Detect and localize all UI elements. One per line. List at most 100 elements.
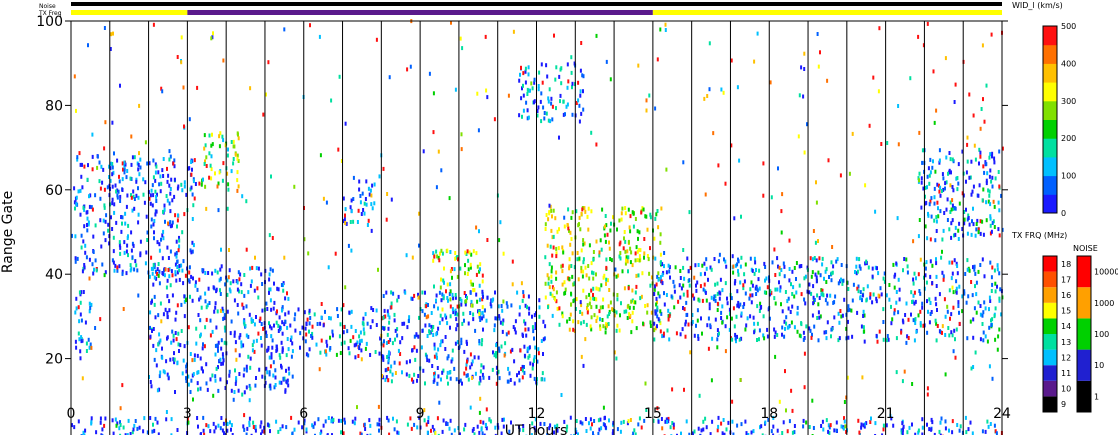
data-point (961, 149, 964, 154)
data-point (730, 296, 733, 301)
data-point (107, 222, 110, 227)
data-point (219, 308, 222, 313)
data-point (951, 157, 954, 162)
data-point (566, 424, 569, 429)
data-point (982, 338, 985, 343)
txfreq-bar-label: TX Freq (38, 10, 62, 17)
data-point (966, 135, 969, 140)
data-point (531, 366, 534, 371)
data-point (547, 305, 549, 310)
data-point (800, 65, 803, 70)
data-point (720, 316, 723, 320)
data-point (206, 387, 209, 392)
data-point (102, 167, 105, 172)
txfreq-colorbar-swatch (1043, 302, 1057, 319)
data-point (250, 279, 253, 284)
data-point (677, 299, 680, 304)
data-point (243, 390, 246, 395)
data-point (939, 185, 942, 190)
data-point (945, 180, 948, 185)
data-point (652, 418, 655, 423)
data-point (205, 423, 208, 428)
data-point (470, 299, 473, 304)
data-point (243, 322, 246, 327)
data-point (968, 175, 971, 180)
data-point (956, 176, 959, 180)
data-point (85, 341, 88, 346)
data-point (585, 429, 588, 433)
data-point (446, 370, 449, 375)
data-point (373, 182, 376, 187)
data-point (217, 181, 220, 186)
data-point (417, 374, 420, 378)
data-point (572, 327, 575, 332)
data-point (121, 188, 124, 192)
data-point (549, 244, 552, 249)
data-point (248, 423, 251, 428)
data-point (138, 103, 141, 108)
data-point (759, 425, 761, 430)
data-point (522, 424, 525, 428)
data-point (657, 317, 660, 322)
data-point (81, 376, 84, 381)
data-point (73, 200, 76, 205)
data-point (208, 133, 211, 138)
data-point (967, 294, 970, 299)
data-point (171, 293, 174, 298)
data-point (819, 273, 822, 278)
data-point (790, 282, 792, 287)
data-point (219, 131, 222, 136)
data-point (118, 426, 121, 431)
data-point (554, 216, 557, 221)
data-point (123, 164, 126, 169)
data-point (759, 301, 762, 306)
data-point (595, 297, 598, 302)
data-point (573, 281, 576, 286)
data-point (250, 433, 253, 435)
data-point (762, 314, 765, 319)
data-point (691, 313, 694, 317)
data-point (178, 235, 180, 240)
data-point (270, 307, 273, 312)
data-point (433, 254, 436, 259)
data-point (224, 282, 227, 287)
data-point (656, 307, 659, 312)
data-point (619, 429, 622, 434)
data-point (281, 424, 284, 429)
data-point (673, 305, 676, 310)
data-point (912, 318, 915, 323)
data-point (104, 416, 107, 421)
data-point (326, 433, 329, 435)
data-point (278, 380, 281, 385)
data-point (937, 206, 939, 211)
data-point (505, 332, 508, 337)
data-point (803, 51, 806, 56)
data-point (963, 221, 966, 226)
data-point (104, 270, 107, 275)
data-point (557, 246, 560, 251)
data-point (286, 337, 289, 341)
data-point (718, 296, 721, 301)
data-point (352, 335, 355, 340)
data-point (103, 26, 106, 30)
data-point (243, 413, 246, 418)
data-point (346, 329, 349, 334)
data-point (697, 334, 700, 339)
data-point (875, 299, 878, 304)
data-point (523, 370, 526, 375)
data-point (499, 320, 502, 325)
data-point (478, 312, 481, 316)
data-point (391, 341, 394, 346)
data-point (493, 323, 496, 328)
data-point (575, 430, 578, 434)
width-colorbar-tick: 100 (1061, 172, 1076, 181)
width-colorbar-tick: 300 (1061, 97, 1076, 106)
data-point (710, 378, 713, 383)
data-point (551, 313, 554, 318)
data-point (104, 238, 107, 243)
data-point (719, 291, 722, 296)
data-point (91, 167, 94, 172)
data-point (269, 298, 272, 303)
data-point (167, 221, 169, 226)
data-point (583, 241, 586, 246)
